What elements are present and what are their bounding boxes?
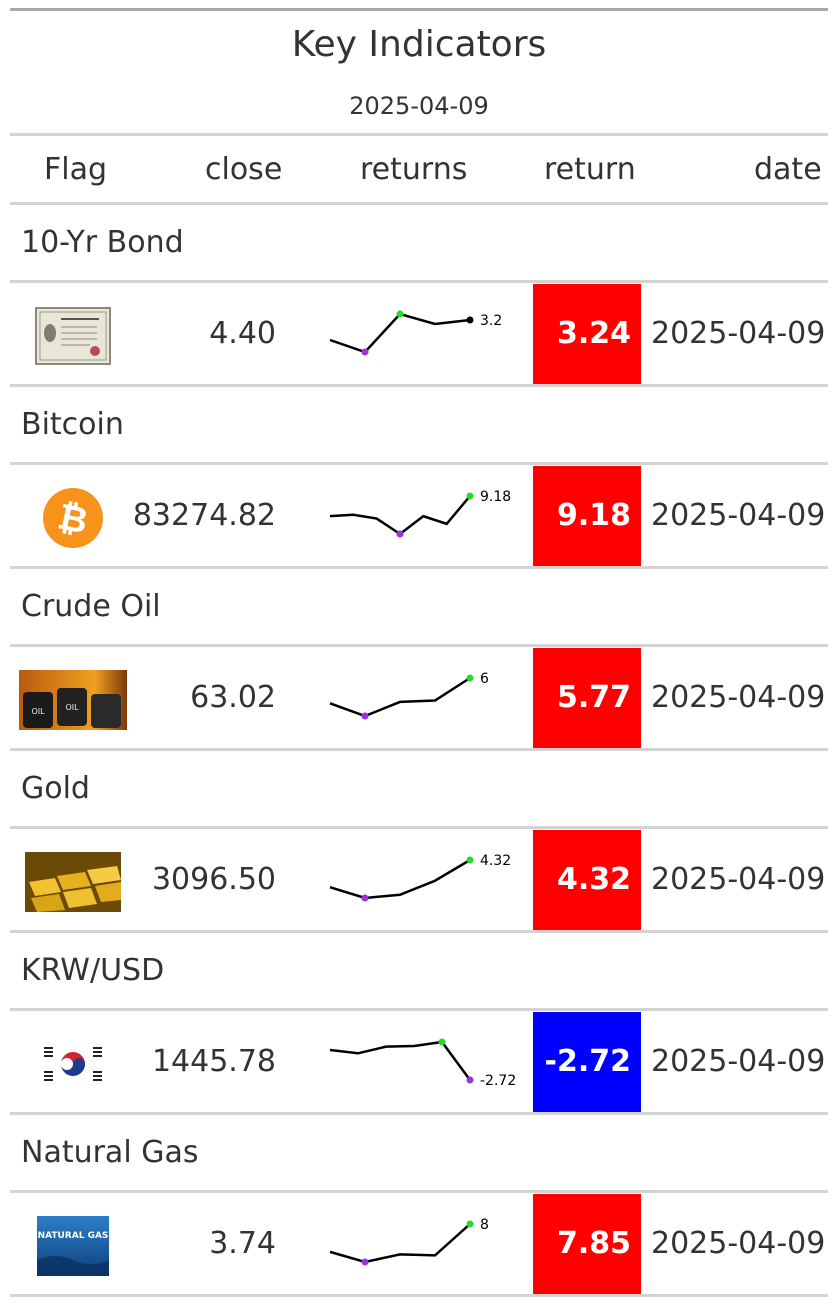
sparkline-last-value: 8 [480, 1217, 489, 1233]
column-header-return[interactable]: return [544, 152, 636, 187]
row-divider [10, 1112, 828, 1115]
svg-text:OIL: OIL [65, 703, 79, 712]
close-value: 4.40 [209, 316, 276, 351]
sparkline-path [329, 495, 471, 536]
gold-bars-icon [25, 852, 121, 912]
row-divider [10, 1294, 828, 1297]
sparkline-min-point [361, 1258, 369, 1266]
date-value: 2025-04-09 [651, 1226, 826, 1261]
date-value: 2025-04-09 [651, 1044, 826, 1079]
group-label: Bitcoin [21, 407, 124, 442]
sparkline-max-point [438, 1038, 446, 1046]
group-label: KRW/USD [21, 953, 165, 988]
group-label: Crude Oil [21, 589, 161, 624]
korea-flag-icon [38, 1039, 108, 1089]
sparkline-max-point [466, 492, 474, 500]
crude-oil-barrels-icon: OIL OIL [19, 670, 127, 730]
date-value: 2025-04-09 [651, 498, 826, 533]
date-value: 2025-04-09 [651, 680, 826, 715]
group-divider [10, 462, 828, 465]
return-value: 7.85 [533, 1194, 641, 1294]
sparkline-max-point [466, 1220, 474, 1228]
column-header-returns[interactable]: returns [360, 152, 468, 187]
table-title: Key Indicators [291, 24, 547, 65]
close-value: 3.74 [209, 1226, 276, 1261]
sparkline-path [329, 858, 471, 900]
return-value: 3.24 [533, 284, 641, 384]
bitcoin-icon: ₿ [42, 487, 104, 549]
row-divider [10, 384, 828, 387]
group-divider [10, 826, 828, 829]
flag-caption: NATURAL GAS [37, 1231, 109, 1241]
row-divider [10, 748, 828, 751]
close-value: 63.02 [190, 680, 276, 715]
group-divider [10, 1190, 828, 1193]
sparkline-last-point [466, 316, 474, 324]
sparkline-path [329, 1223, 471, 1264]
sparkline-path [329, 312, 471, 354]
sparkline-min-point [361, 712, 369, 720]
group-divider [10, 644, 828, 647]
sparkline-max-point [466, 674, 474, 682]
group-divider [10, 1008, 828, 1011]
header-bottom-border [10, 202, 828, 205]
returns-sparkline: 4.32 [329, 853, 511, 902]
bond-certificate-icon [35, 307, 111, 365]
row-divider [10, 566, 828, 569]
date-value: 2025-04-09 [651, 316, 826, 351]
sparkline-max-point [466, 856, 474, 864]
returns-sparkline: 6 [329, 671, 489, 720]
sparkline-last-value: 9.18 [480, 489, 511, 505]
top-border [10, 8, 828, 11]
sparkline-last-value: 3.2 [480, 313, 502, 329]
sparkline-last-value: -2.72 [480, 1073, 516, 1089]
close-value: 83274.82 [132, 498, 276, 533]
close-value: 1445.78 [151, 1044, 276, 1079]
svg-text:OIL: OIL [31, 707, 45, 716]
natural-gas-icon: NATURAL GAS [37, 1216, 109, 1276]
close-value: 3096.50 [151, 862, 276, 897]
group-label: Gold [21, 771, 90, 806]
returns-sparkline: 8 [329, 1217, 489, 1266]
table-subtitle: 2025-04-09 [349, 92, 489, 120]
header-top-border [10, 133, 828, 136]
return-value: -2.72 [533, 1012, 641, 1112]
sparkline-path [329, 676, 471, 718]
return-value: 5.77 [533, 648, 641, 748]
sparkline-min-point [396, 530, 404, 538]
sparkline-min-point [361, 894, 369, 902]
date-value: 2025-04-09 [651, 862, 826, 897]
return-value: 4.32 [533, 830, 641, 930]
sparkline-last-value: 4.32 [480, 853, 511, 869]
sparkline-last-value: 6 [480, 671, 489, 687]
group-divider [10, 280, 828, 283]
sparkline-max-point [396, 310, 404, 318]
sparkline-min-point [361, 348, 369, 356]
column-header-flag[interactable]: Flag [44, 152, 108, 187]
group-label: Natural Gas [21, 1135, 199, 1170]
sparkline-path [329, 1040, 472, 1081]
row-divider [10, 930, 828, 933]
sparkline-min-point [466, 1076, 474, 1084]
returns-sparkline: 3.2 [329, 310, 502, 356]
returns-sparkline: -2.72 [329, 1038, 516, 1089]
column-header-close[interactable]: close [205, 152, 283, 187]
returns-sparkline: 9.18 [329, 489, 511, 538]
return-value: 9.18 [533, 466, 641, 566]
group-label: 10-Yr Bond [21, 225, 184, 260]
column-header-date[interactable]: date [754, 152, 822, 187]
